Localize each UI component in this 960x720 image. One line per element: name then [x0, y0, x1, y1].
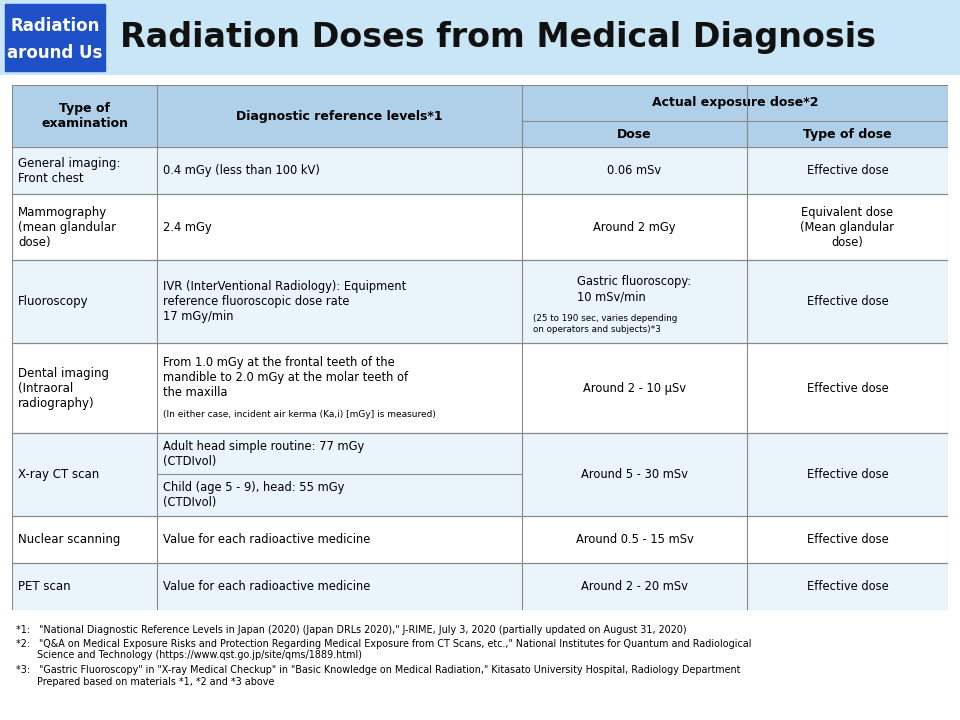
Bar [12, 261, 157, 343]
Text: 0.4 mGy (less than 100 kV): 0.4 mGy (less than 100 kV) [163, 164, 320, 177]
Text: around Us: around Us [8, 43, 103, 61]
Bar [747, 516, 948, 563]
Bar [157, 343, 522, 433]
Bar [12, 343, 157, 433]
Text: Effective dose: Effective dose [806, 295, 888, 308]
Bar [522, 261, 747, 343]
Text: Child (age 5 - 9), head: 55 mGy
(CTDIvol): Child (age 5 - 9), head: 55 mGy (CTDIvol… [163, 481, 345, 509]
Bar [157, 85, 522, 147]
Bar [522, 433, 747, 516]
Bar [12, 563, 157, 610]
Text: Mammography
(mean glandular
dose): Mammography (mean glandular dose) [18, 206, 116, 249]
Text: Dental imaging
(Intraoral
radiography): Dental imaging (Intraoral radiography) [18, 366, 109, 410]
Bar [522, 85, 948, 121]
Text: Equivalent dose
(Mean glandular
dose): Equivalent dose (Mean glandular dose) [801, 206, 895, 249]
Text: (In either case, incident air kerma (Ka,i) [mGy] is measured): (In either case, incident air kerma (Ka,… [163, 410, 436, 419]
Text: Dose: Dose [617, 127, 652, 140]
Text: *3:   "Gastric Fluoroscopy" in "X-ray Medical Checkup" in "Basic Knowledge on Me: *3: "Gastric Fluoroscopy" in "X-ray Medi… [16, 665, 740, 675]
Text: PET scan: PET scan [18, 580, 71, 593]
Text: IVR (InterVentional Radiology): Equipment
reference fluoroscopic dose rate
17 mG: IVR (InterVentional Radiology): Equipmen… [163, 280, 406, 323]
Text: Effective dose: Effective dose [806, 382, 888, 395]
Text: Around 2 - 10 μSv: Around 2 - 10 μSv [583, 382, 686, 395]
Text: Radiation Doses from Medical Diagnosis: Radiation Doses from Medical Diagnosis [120, 21, 876, 54]
Text: 2.4 mGy: 2.4 mGy [163, 221, 212, 234]
Bar [522, 563, 747, 610]
Text: Fluoroscopy: Fluoroscopy [18, 295, 88, 308]
Bar [522, 194, 747, 261]
Text: Around 5 - 30 mSv: Around 5 - 30 mSv [581, 468, 688, 481]
Bar [747, 433, 948, 516]
Bar [747, 563, 948, 610]
Text: Adult head simple routine: 77 mGy
(CTDIvol): Adult head simple routine: 77 mGy (CTDIv… [163, 439, 365, 467]
Bar [747, 121, 948, 147]
Text: Value for each radioactive medicine: Value for each radioactive medicine [163, 533, 371, 546]
Text: Around 2 - 20 mSv: Around 2 - 20 mSv [581, 580, 688, 593]
Text: Diagnostic reference levels*1: Diagnostic reference levels*1 [236, 109, 443, 122]
Text: Type of dose: Type of dose [804, 127, 892, 140]
Text: *2:   "Q&A on Medical Exposure Risks and Protection Regarding Medical Exposure f: *2: "Q&A on Medical Exposure Risks and P… [16, 639, 752, 649]
Text: General imaging:
Front chest: General imaging: Front chest [18, 157, 121, 185]
Text: Gastric fluoroscopy:
10 mSv/min: Gastric fluoroscopy: 10 mSv/min [577, 275, 691, 303]
Text: Actual exposure dose*2: Actual exposure dose*2 [652, 96, 818, 109]
Bar [12, 194, 157, 261]
Text: Prepared based on materials *1, *2 and *3 above: Prepared based on materials *1, *2 and *… [16, 677, 275, 687]
Text: Effective dose: Effective dose [806, 533, 888, 546]
Text: Around 2 mGy: Around 2 mGy [593, 221, 676, 234]
Text: Type of
examination: Type of examination [41, 102, 128, 130]
Text: 0.06 mSv: 0.06 mSv [608, 164, 661, 177]
Bar [5, 4, 105, 71]
Text: From 1.0 mGy at the frontal teeth of the
mandible to 2.0 mGy at the molar teeth : From 1.0 mGy at the frontal teeth of the… [163, 356, 408, 399]
Bar [12, 147, 157, 194]
Bar [157, 147, 522, 194]
Bar [157, 261, 522, 343]
Text: Value for each radioactive medicine: Value for each radioactive medicine [163, 580, 371, 593]
Bar [522, 343, 747, 433]
Text: Around 0.5 - 15 mSv: Around 0.5 - 15 mSv [576, 533, 693, 546]
Text: X-ray CT scan: X-ray CT scan [18, 468, 99, 481]
Bar [157, 194, 522, 261]
Bar [747, 147, 948, 194]
Text: Nuclear scanning: Nuclear scanning [18, 533, 120, 546]
Bar [157, 516, 522, 563]
Text: Science and Technology (https://www.qst.go.jp/site/qms/1889.html): Science and Technology (https://www.qst.… [16, 650, 362, 660]
Text: *1:   "National Diagnostic Reference Levels in Japan (2020) (Japan DRLs 2020)," : *1: "National Diagnostic Reference Level… [16, 625, 686, 635]
Text: Radiation: Radiation [11, 17, 100, 35]
Bar [12, 433, 157, 516]
Text: Effective dose: Effective dose [806, 468, 888, 481]
Bar [747, 194, 948, 261]
Bar [747, 261, 948, 343]
Bar [12, 516, 157, 563]
Bar [157, 563, 522, 610]
Bar [157, 433, 522, 516]
Text: (25 to 190 sec, varies depending
on operators and subjects)*3: (25 to 190 sec, varies depending on oper… [533, 315, 678, 334]
Bar [12, 85, 157, 147]
Bar [522, 121, 747, 147]
Bar [747, 343, 948, 433]
Bar [522, 147, 747, 194]
Text: Effective dose: Effective dose [806, 580, 888, 593]
Bar [522, 516, 747, 563]
Text: Effective dose: Effective dose [806, 164, 888, 177]
